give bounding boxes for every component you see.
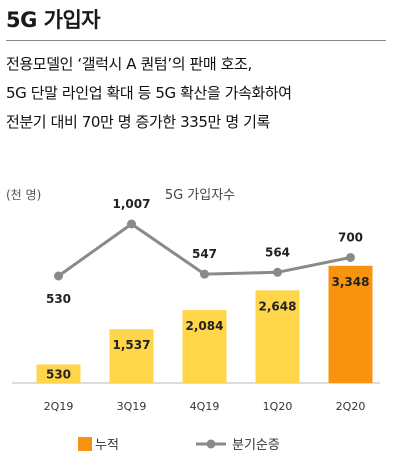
line-point-2Q20	[346, 252, 355, 262]
legend-label-net-add: 분기순증	[232, 438, 280, 453]
x-tick-4Q19: 4Q19	[190, 400, 220, 413]
x-tick-3Q19: 3Q19	[117, 400, 147, 413]
legend-swatch-marker	[206, 439, 216, 449]
line-point-2Q19	[54, 271, 63, 281]
bar-label-1Q20: 2,648	[259, 299, 297, 313]
description-line: 전용모델인 ‘갤럭시 A 퀀텀’의 판매 호조,	[6, 55, 252, 73]
chart-title: 5G 가입자수	[164, 188, 236, 203]
description: 전용모델인 ‘갤럭시 A 퀀텀’의 판매 호조, 5G 단말 라인업 확대 등 …	[6, 50, 398, 137]
description-line: 전분기 대비 70만 명 증가한 335만 명 기록	[6, 113, 270, 131]
legend-label-cumulative: 누적	[95, 438, 119, 453]
line-label-3Q19: 1,007	[113, 197, 151, 211]
line-point-4Q19	[200, 269, 209, 279]
x-tick-2Q20: 2Q20	[336, 400, 366, 413]
bar-cumulative-4Q19	[182, 310, 227, 383]
line-label-2Q19: 530	[46, 292, 71, 306]
line-point-1Q20	[273, 267, 282, 277]
line-label-4Q19: 547	[192, 247, 217, 261]
bar-cumulative-3Q19	[109, 329, 154, 383]
bar-cumulative-2Q19	[36, 364, 81, 383]
description-line: 5G 단말 라인업 확대 등 5G 확산을 가속화하여	[6, 84, 292, 102]
title-divider	[6, 40, 386, 41]
bar-label-2Q19: 530	[46, 368, 71, 382]
unit-label: (천 명)	[6, 188, 42, 202]
bar-label-4Q19: 2,084	[186, 319, 224, 333]
legend-swatch-cumulative	[78, 437, 92, 451]
line-point-3Q19	[127, 219, 136, 229]
x-tick-2Q19: 2Q19	[44, 400, 74, 413]
x-tick-1Q20: 1Q20	[263, 400, 293, 413]
page-title: 5G 가입자	[6, 8, 101, 32]
line-label-1Q20: 564	[265, 245, 290, 259]
bar-label-3Q19: 1,537	[113, 338, 151, 352]
bar-cumulative-2Q20	[328, 265, 373, 383]
bar-cumulative-1Q20	[255, 290, 300, 383]
line-label-2Q20: 700	[338, 230, 363, 244]
bar-label-2Q20: 3,348	[332, 275, 370, 289]
